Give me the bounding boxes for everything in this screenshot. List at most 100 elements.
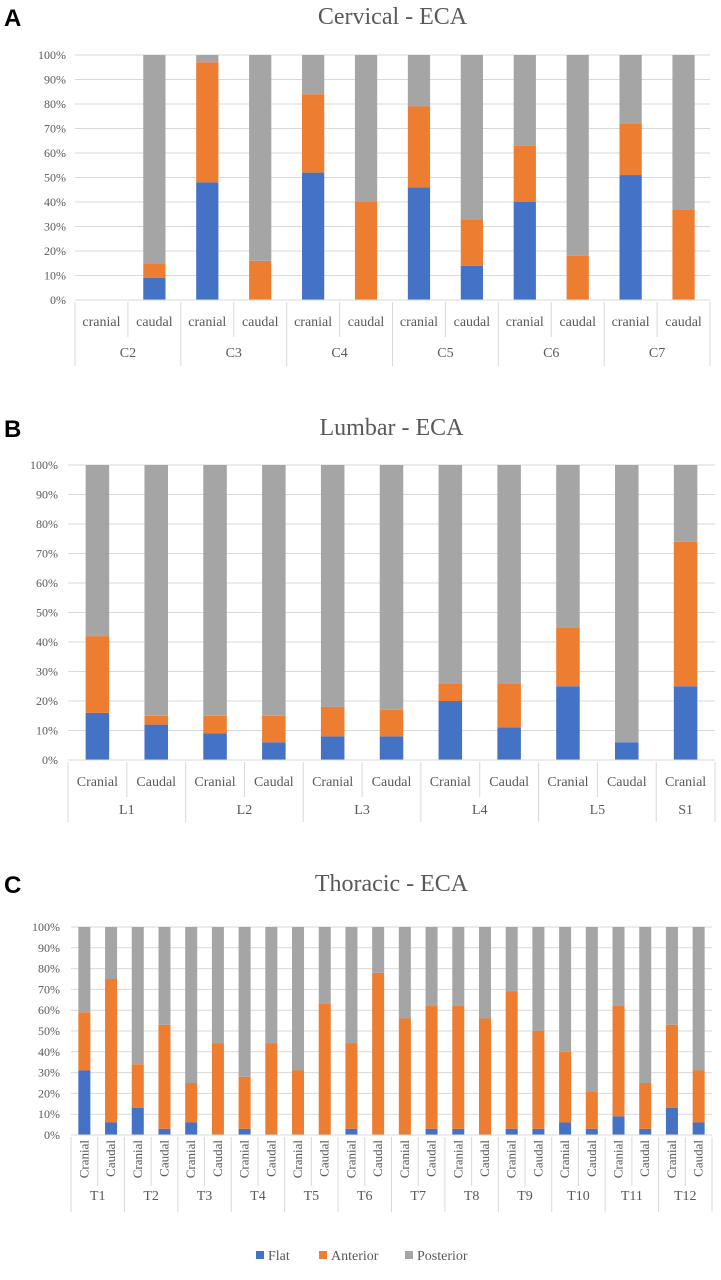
bar-posterior (144, 465, 168, 716)
category-label: Cranial (290, 1140, 305, 1179)
group-label: L5 (590, 803, 606, 818)
category-label: cranial (294, 315, 332, 330)
category-label: Caudal (530, 1140, 545, 1177)
bar-anterior (585, 1091, 598, 1129)
group-label: T2 (143, 1189, 159, 1204)
bar-anterior (505, 991, 518, 1129)
chart-panel-c: C Thoracic - ECA 0% 10% 20% 30% 40% 50% 60% 70% 80… (4, 871, 713, 1212)
category-label: cranial (188, 315, 226, 330)
category-label: Caudal (372, 775, 412, 790)
group-label: L1 (119, 803, 135, 818)
bar-posterior (302, 55, 325, 95)
bar-posterior (585, 927, 598, 1092)
y-tick-label: 70% (38, 982, 60, 996)
category-label: Caudal (254, 775, 294, 790)
bar-flat (105, 1122, 118, 1135)
category-label: Cranial (77, 775, 118, 790)
bar-anterior (320, 706, 345, 737)
group-label: C2 (120, 346, 136, 361)
category-label: Cranial (557, 1140, 572, 1179)
bar-posterior (556, 465, 580, 628)
bar-anterior (665, 1024, 678, 1108)
y-tick-label: 50% (38, 1024, 60, 1038)
bar-flat (639, 1128, 652, 1135)
bar-anterior (211, 1043, 224, 1135)
y-tick-label: 10% (36, 724, 58, 738)
bar-anterior (692, 1070, 705, 1123)
group-label: T1 (90, 1189, 106, 1204)
bar-anterior (238, 1076, 251, 1129)
bar-anterior (302, 94, 325, 173)
bar-posterior (354, 55, 378, 202)
category-label: Caudal (489, 775, 529, 790)
y-tick-label: 0% (50, 293, 66, 307)
bar-flat (460, 265, 483, 300)
category-label: Caudal (637, 1140, 652, 1177)
bar-flat (692, 1122, 705, 1135)
bar-anterior (639, 1083, 652, 1129)
bar-posterior (398, 927, 411, 1019)
bar-flat (185, 1122, 198, 1135)
y-tick-label: 80% (36, 517, 58, 531)
bar-flat (452, 1128, 465, 1135)
bar-posterior (318, 927, 331, 1004)
y-tick-label: 80% (44, 97, 66, 111)
bar-posterior (372, 927, 385, 973)
y-tick-label: 60% (36, 576, 58, 590)
y-tick-label: 40% (38, 1045, 60, 1059)
category-label: Cranial (664, 1140, 679, 1179)
bar-flat (345, 1128, 358, 1135)
bar-posterior (105, 927, 118, 979)
chart-title: Cervical - ECA (318, 4, 468, 30)
bar-flat (203, 733, 227, 760)
category-label: caudal (242, 315, 279, 330)
bar-anterior (265, 1043, 278, 1135)
bar-posterior (262, 465, 286, 716)
bar-flat (673, 686, 698, 760)
group-label: C7 (649, 346, 665, 361)
y-tick-label: 70% (36, 547, 58, 561)
bar-anterior (372, 972, 385, 1135)
bar-posterior (238, 927, 251, 1077)
group-label: T5 (304, 1189, 320, 1204)
bar-posterior (265, 927, 278, 1044)
y-tick-label: 100% (30, 458, 58, 472)
bar-anterior (144, 715, 168, 725)
group-label: T7 (410, 1189, 426, 1204)
bar-anterior (292, 1070, 305, 1135)
bar-anterior (354, 202, 378, 300)
category-label: Caudal (136, 775, 176, 790)
bar-anterior (460, 219, 483, 266)
group-label: T11 (621, 1189, 643, 1204)
bar-anterior (407, 106, 431, 188)
bar-anterior (345, 1043, 358, 1129)
bar-anterior (203, 715, 227, 734)
legend-swatch-posterior (405, 1251, 413, 1259)
bar-posterior (460, 55, 483, 220)
y-tick-label: 40% (36, 635, 58, 649)
legend-label-flat: Flat (268, 1249, 290, 1264)
category-label: cranial (400, 315, 438, 330)
category-label: Cranial (312, 775, 353, 790)
bar-anterior (131, 1064, 144, 1108)
bar-flat (425, 1128, 438, 1135)
bar-posterior (673, 465, 698, 542)
chart-panel-b: B Lumbar - ECA 0% 10% 20% 30% 40% 50% 60% 70% 80% 9… (4, 415, 716, 822)
y-tick-label: 100% (32, 920, 60, 934)
bar-flat (612, 1116, 625, 1135)
y-tick-label: 90% (36, 488, 58, 502)
legend: Flat Anterior Posterior (256, 1249, 468, 1264)
bar-flat (497, 727, 521, 760)
legend-swatch-anterior (319, 1251, 327, 1259)
bar-anterior (158, 1024, 171, 1129)
bar-posterior (407, 55, 431, 107)
category-label: Caudal (156, 1140, 171, 1177)
bar-anterior (478, 1018, 491, 1135)
category-label: Caudal (263, 1140, 278, 1177)
y-tick-label: 30% (44, 220, 66, 234)
category-label: Caudal (424, 1140, 439, 1177)
bar-posterior (505, 927, 518, 992)
bar-flat (505, 1128, 518, 1135)
bar-anterior (249, 260, 272, 300)
bar-posterior (292, 927, 305, 1071)
